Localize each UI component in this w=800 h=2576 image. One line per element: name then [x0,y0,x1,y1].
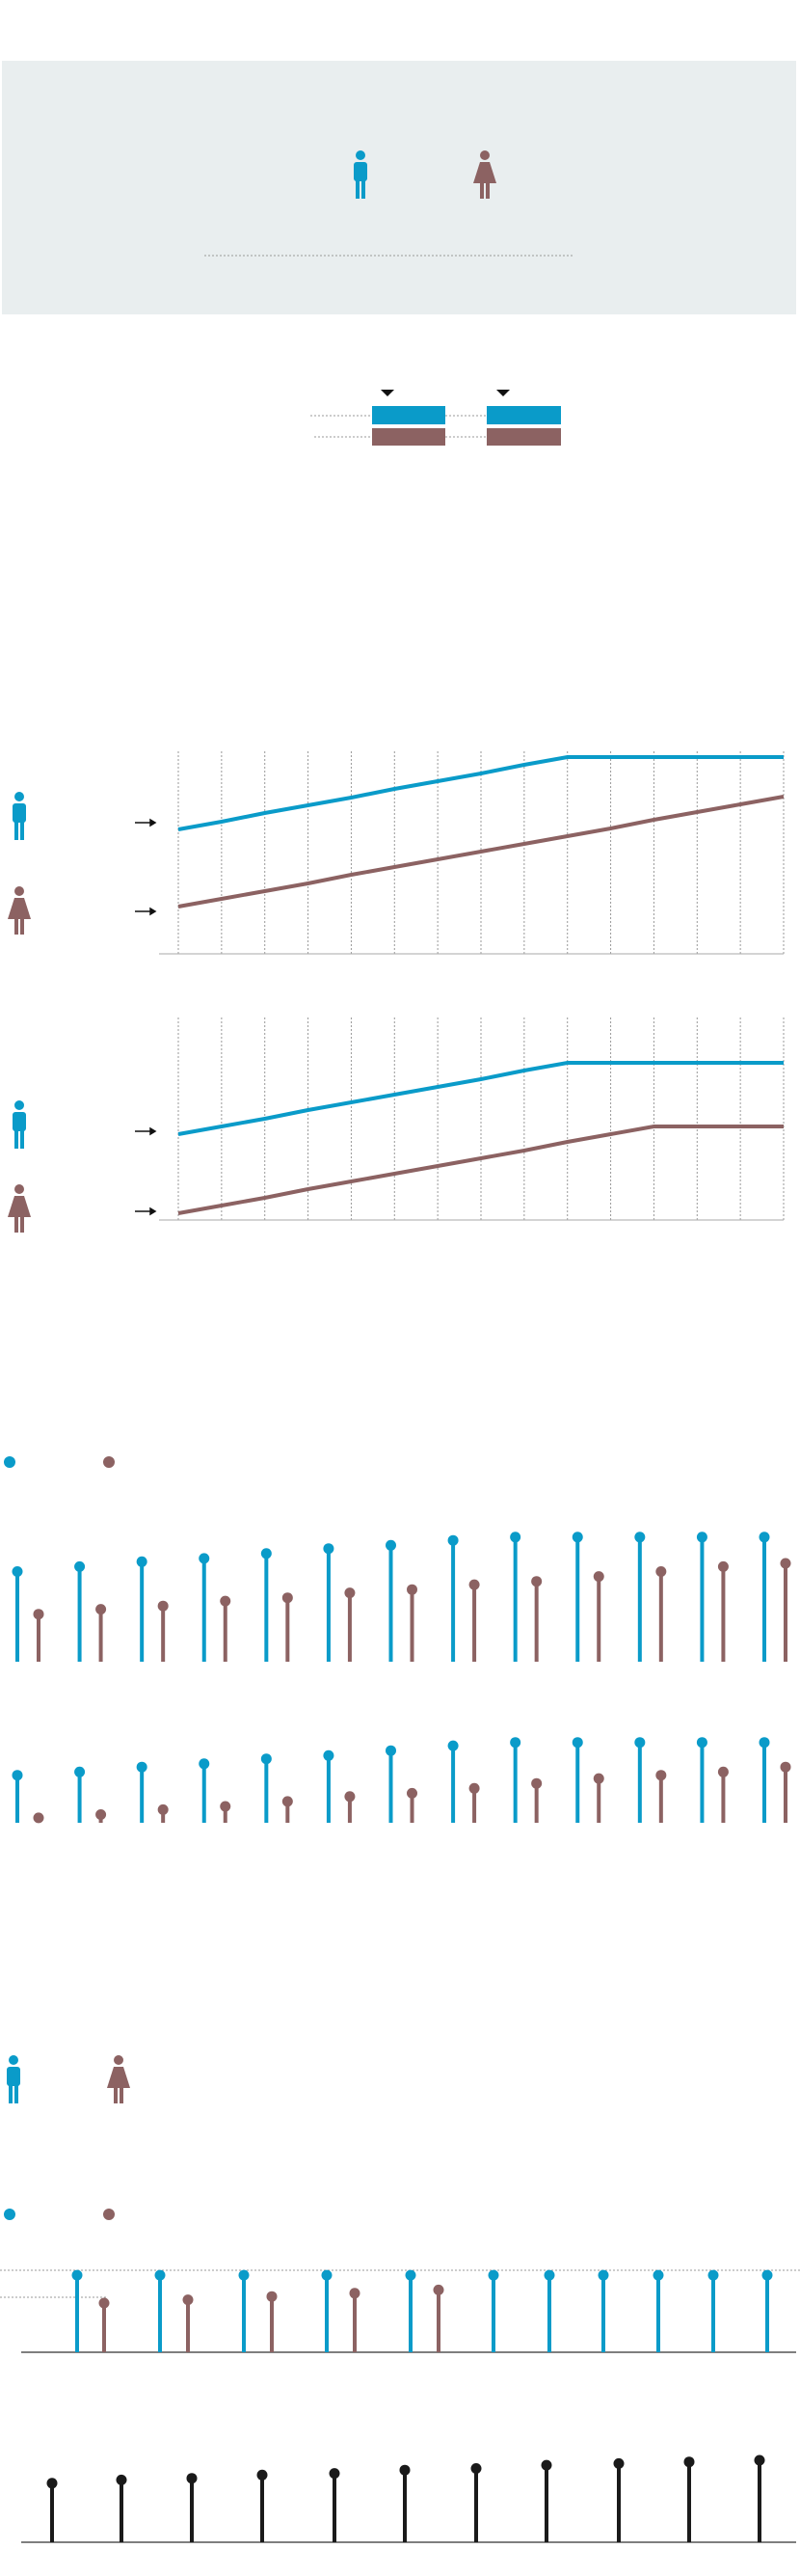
lollipop-head [260,1753,272,1765]
lollipop-head [655,1566,667,1577]
lollipop-head [572,1532,583,1543]
woman-icon [107,2055,130,2103]
comparison-bars [310,390,561,446]
lollipop-head [531,1777,543,1789]
lollipop-head [116,2474,127,2485]
lollipop-head [761,2269,773,2281]
lollipop-head [405,2269,416,2281]
line [177,795,785,908]
lollipop-head [613,2457,625,2469]
lollipop-head [157,1600,169,1612]
lollipop-head [655,1770,667,1781]
lollipop-head [634,1737,646,1749]
lollipop-head [780,1761,791,1773]
lollipop-head [470,2463,482,2474]
lollipop-head [593,1571,604,1583]
lollipop-head [510,1737,521,1749]
lollipop-head [260,1548,272,1559]
lollipop-head [683,2456,695,2468]
lollipop-head [329,2468,340,2480]
lollipop-head [407,1584,417,1595]
line [177,1061,784,1136]
man-icon [13,1100,26,1149]
woman-icon [8,1184,31,1233]
lollipop-head [33,1812,44,1824]
lollipop-head [136,1556,147,1567]
lollipop-head [199,1553,210,1564]
lollipop-head [447,1534,459,1546]
lollipop-head [12,1566,23,1577]
lollipop-head [281,1796,293,1807]
lollipop-head [696,1532,707,1543]
lollipop-head [323,1543,334,1555]
lollipop-head [157,1803,169,1815]
man-icon [7,2055,20,2103]
lollipop-head [71,2269,83,2281]
lollipop-head [98,2297,110,2309]
lollipop-head [386,1745,396,1756]
lollipop-head [95,1604,107,1615]
arrows [135,818,157,1216]
lollipop-head [759,1532,770,1543]
lollipop-head [717,1560,729,1572]
legend-dot [4,1456,15,1468]
lollipop-head [136,1761,147,1773]
intro-panel [2,61,796,314]
line [177,755,784,831]
lollipop-head [717,1766,729,1777]
lollipop-head [95,1809,107,1820]
lollipop-head [186,2473,198,2484]
lollipop-head [433,2284,444,2295]
lollipop-head [780,1558,791,1569]
lollipop-head [281,1592,293,1604]
lollipop-head [531,1576,543,1587]
lollipop-head [399,2464,411,2476]
lollipop-head [74,1560,86,1572]
lollipop-head [46,2478,58,2489]
lollipop-head [386,1539,396,1551]
lollipop-head [238,2269,250,2281]
lollipop-head [74,1766,86,1777]
lollipop-head [323,1749,334,1761]
legend-dot [103,1456,115,1468]
lollipop-head [468,1579,480,1590]
lollipop-head [344,1587,356,1599]
lollipop-head [407,1787,417,1799]
lollipop-head [33,1609,44,1620]
man-icon [13,792,26,840]
lollipop-head [653,2269,664,2281]
lollipop-head [199,1758,210,1770]
lollipop-head [220,1801,231,1812]
lollipop-head [634,1532,646,1543]
legend-dot [103,2209,115,2220]
lollipop-head [544,2269,555,2281]
lollipop-head [754,2454,765,2466]
woman-icon [8,886,31,935]
lollipop-head [468,1782,480,1794]
lollipop-head [266,2291,278,2302]
lollipop-head [220,1595,231,1607]
lollipop-head [182,2294,194,2306]
lollipop-head [510,1532,521,1543]
lollipop-head [12,1770,23,1781]
lollipop-head [707,2269,719,2281]
lollipop-head [593,1773,604,1784]
lollipop-head [154,2269,166,2281]
lollipop-head [321,2269,333,2281]
lollipop-head [759,1737,770,1749]
lollipop-head [488,2269,499,2281]
legend-dot [4,2209,15,2220]
lollipop-head [349,2288,360,2299]
lollipop-head [572,1737,583,1749]
lollipop-head [598,2269,609,2281]
lollipop-head [447,1740,459,1751]
lollipop-head [541,2459,552,2471]
lollipop-head [256,2469,268,2481]
lollipop-head [696,1737,707,1749]
lollipop-head [344,1791,356,1803]
line [177,1125,784,1215]
